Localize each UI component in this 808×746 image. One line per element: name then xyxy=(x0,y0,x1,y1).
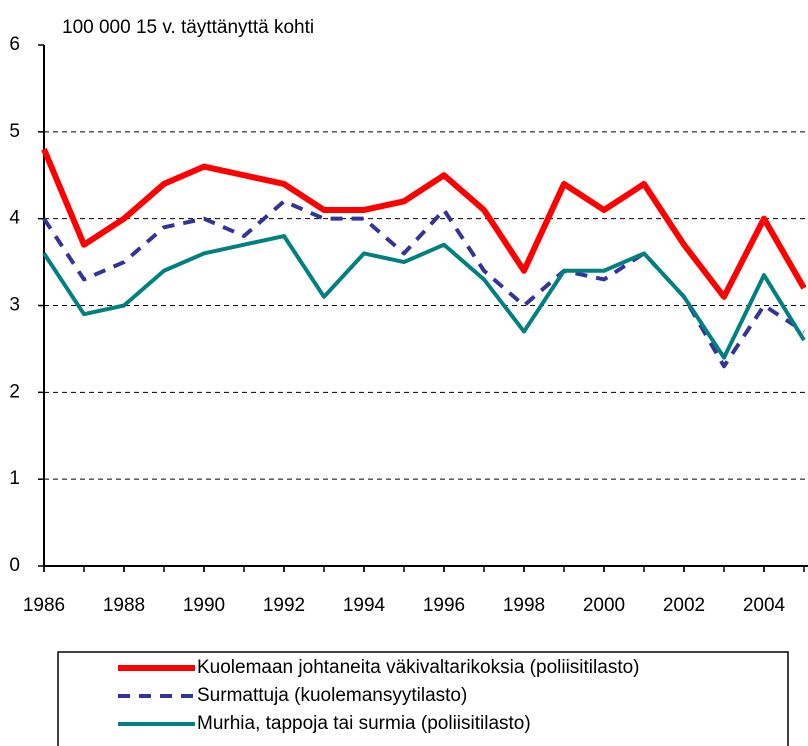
x-tick-label: 2000 xyxy=(583,595,625,616)
legend-label: Murhia, tappoja tai surmia (poliisitilas… xyxy=(197,713,531,734)
x-tick-label: 1992 xyxy=(263,595,305,616)
x-tick-label: 2002 xyxy=(663,595,705,616)
x-tick-label: 1988 xyxy=(103,595,145,616)
legend-label: Surmattuja (kuolemansyytilasto) xyxy=(197,685,467,706)
x-tick-label: 1986 xyxy=(23,595,65,616)
series-line xyxy=(42,199,806,369)
chart-title: 100 000 15 v. täyttänyttä kohti xyxy=(62,17,314,38)
y-tick-label: 6 xyxy=(9,34,20,55)
y-tick-label: 4 xyxy=(9,208,20,229)
y-tick-label: 0 xyxy=(9,555,20,576)
x-tick-label: 2004 xyxy=(743,595,786,616)
x-tick-label: 1996 xyxy=(423,595,465,616)
series-line xyxy=(41,148,807,300)
y-tick-label: 2 xyxy=(9,381,20,402)
x-tick-label: 1990 xyxy=(183,595,225,616)
x-tick-label: 1998 xyxy=(503,595,545,616)
y-tick-label: 5 xyxy=(9,121,20,142)
series-line xyxy=(42,234,806,360)
legend-label: Kuolemaan johtaneita väkivaltarikoksia (… xyxy=(197,657,640,678)
y-tick-label: 3 xyxy=(9,295,20,316)
y-tick-label: 1 xyxy=(9,468,20,489)
x-tick-label: 1994 xyxy=(343,595,386,616)
